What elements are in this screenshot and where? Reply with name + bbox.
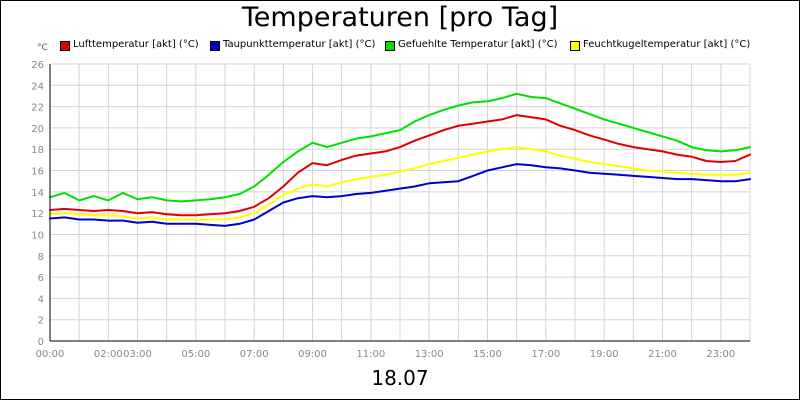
y-tick-label: 8 xyxy=(38,252,44,263)
y-tick-label: 2 xyxy=(38,316,44,327)
x-tick-label: 17:00 xyxy=(531,349,560,360)
y-tick-label: 24 xyxy=(31,81,44,92)
series-line-feuchtkugeltemperatur xyxy=(49,146,751,221)
x-tick-label: 19:00 xyxy=(590,349,619,360)
legend-label-gefuehlte-temperatur: Gefuehlte Temperatur [akt] (°C) xyxy=(398,39,558,50)
x-tick-label: 23:00 xyxy=(706,349,735,360)
y-tick-label: 12 xyxy=(31,209,44,220)
x-axis-date-label: 18.07 xyxy=(371,366,429,390)
series-line-lufttemperatur xyxy=(49,114,751,217)
x-tick-label: 13:00 xyxy=(415,349,444,360)
y-tick-label: 16 xyxy=(31,167,44,178)
y-tick-label: 0 xyxy=(38,337,44,348)
series-line-gefuehlte-temperatur xyxy=(49,92,751,203)
legend-swatch-taupunkttemperatur xyxy=(210,41,220,51)
y-tick-label: 26 xyxy=(31,60,44,71)
x-tick-label: 03:00 xyxy=(123,349,152,360)
legend-swatch-feuchtkugeltemperatur xyxy=(570,41,580,51)
x-tick-label: 21:00 xyxy=(648,349,677,360)
legend-label-feuchtkugeltemperatur: Feuchtkugeltemperatur [akt] (°C) xyxy=(583,39,751,50)
chart-title: Temperaturen [pro Tag] xyxy=(241,2,559,33)
x-tick-label: 00:00 xyxy=(36,349,65,360)
x-tick-label: 09:00 xyxy=(298,349,327,360)
y-tick-label: 20 xyxy=(31,124,44,135)
legend-swatch-lufttemperatur xyxy=(60,41,70,51)
x-tick-label: 02:00 xyxy=(94,349,123,360)
legend-swatch-gefuehlte-temperatur xyxy=(385,41,395,51)
y-tick-label: 6 xyxy=(38,273,44,284)
legend-label-lufttemperatur: Lufttemperatur [akt] (°C) xyxy=(73,39,199,50)
x-tick-label: 07:00 xyxy=(240,349,269,360)
y-tick-label: 14 xyxy=(31,188,44,199)
y-tick-label: 4 xyxy=(38,294,44,305)
series-line-taupunkttemperatur xyxy=(49,163,751,227)
x-tick-label: 15:00 xyxy=(473,349,502,360)
x-tick-label: 05:00 xyxy=(181,349,210,360)
x-tick-label: 11:00 xyxy=(356,349,385,360)
y-tick-label: 22 xyxy=(31,103,44,114)
grid-layer xyxy=(49,63,751,342)
y-axis-unit: °C xyxy=(37,43,48,53)
y-tick-label: 10 xyxy=(31,230,44,241)
legend-label-taupunkttemperatur: Taupunkttemperatur [akt] (°C) xyxy=(223,39,376,50)
series-layer xyxy=(49,92,751,227)
y-tick-label: 18 xyxy=(31,145,44,156)
